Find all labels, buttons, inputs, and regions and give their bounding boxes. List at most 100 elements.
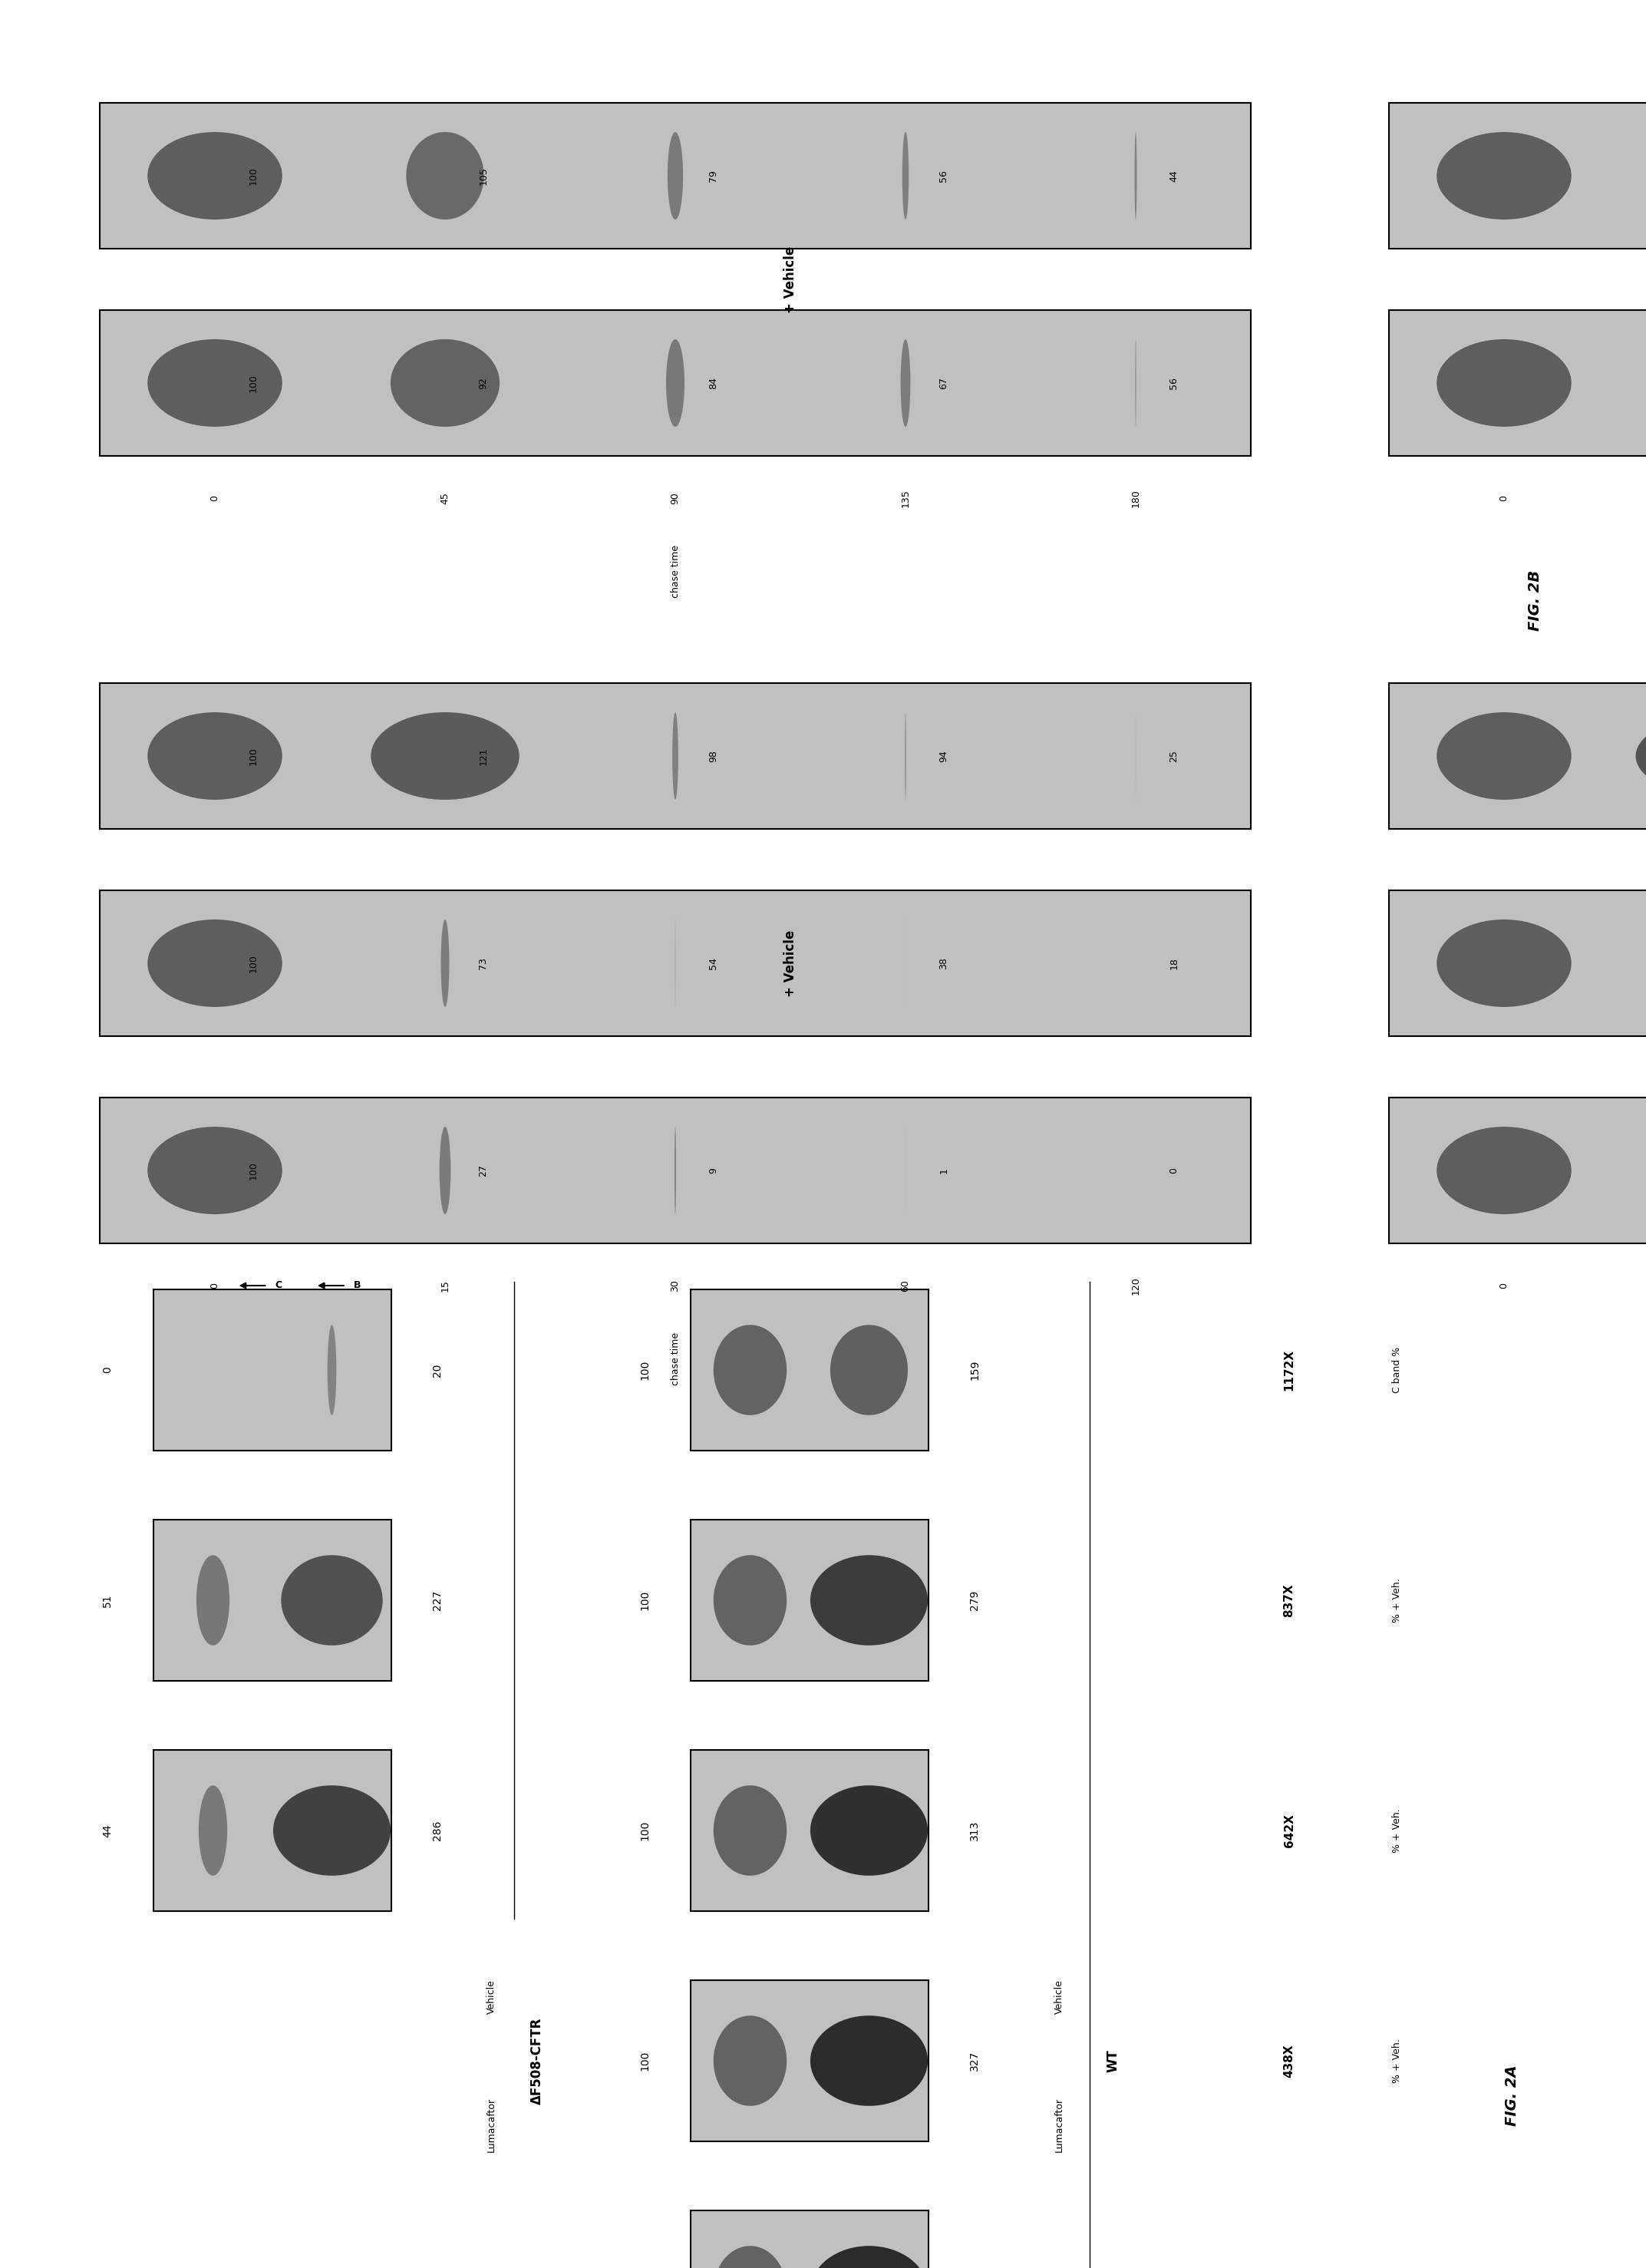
Bar	[100, 102, 1251, 249]
Text: 100: 100	[639, 2050, 650, 2071]
Text: 73: 73	[479, 957, 489, 968]
Text: 100: 100	[639, 1821, 650, 1842]
Ellipse shape	[667, 340, 685, 426]
Ellipse shape	[370, 712, 518, 801]
Text: 100: 100	[249, 746, 258, 764]
Text: 159: 159	[969, 1361, 979, 1381]
Text: 837X: 837X	[1284, 1583, 1295, 1617]
Ellipse shape	[830, 1325, 909, 1415]
Text: 27: 27	[479, 1163, 489, 1177]
Bar	[691, 1290, 928, 1452]
Ellipse shape	[199, 1785, 227, 1876]
Ellipse shape	[900, 340, 910, 426]
Text: 121: 121	[479, 746, 489, 764]
Ellipse shape	[810, 2245, 928, 2268]
Text: + Vehicle: + Vehicle	[783, 930, 797, 996]
Text: 1: 1	[938, 1168, 948, 1173]
Bar	[100, 683, 1251, 828]
Text: 0: 0	[1500, 1281, 1509, 1288]
Text: 100: 100	[639, 1361, 650, 1381]
Text: 0: 0	[102, 1368, 114, 1374]
Text: B: B	[354, 1281, 360, 1290]
Bar	[153, 1751, 392, 1912]
Text: 30: 30	[670, 1279, 680, 1293]
Text: chase time: chase time	[670, 1331, 680, 1386]
Ellipse shape	[441, 919, 449, 1007]
Text: 313: 313	[969, 1821, 979, 1842]
Text: C band %: C band %	[1391, 1347, 1402, 1393]
Text: Lumacaftor: Lumacaftor	[486, 2098, 495, 2152]
Text: 438X: 438X	[1284, 2043, 1295, 2077]
Ellipse shape	[810, 1556, 928, 1644]
Text: % + Veh.: % + Veh.	[1391, 2039, 1402, 2082]
Text: 44: 44	[1169, 170, 1179, 181]
Ellipse shape	[902, 132, 909, 220]
Ellipse shape	[810, 1785, 928, 1876]
Ellipse shape	[713, 1325, 787, 1415]
Text: 1172X: 1172X	[1284, 1349, 1295, 1390]
Text: 44: 44	[102, 1823, 114, 1837]
Text: C: C	[275, 1281, 281, 1290]
Text: chase time: chase time	[670, 544, 680, 596]
Text: WT: WT	[1106, 2050, 1119, 2073]
Bar	[153, 1520, 392, 1681]
Text: 0: 0	[1500, 494, 1509, 501]
Text: 286: 286	[431, 1821, 443, 1842]
Bar	[100, 311, 1251, 456]
Text: 56: 56	[1169, 376, 1179, 390]
Text: % + Veh.: % + Veh.	[1391, 1579, 1402, 1622]
Ellipse shape	[439, 1127, 451, 1213]
Bar	[1389, 891, 1646, 1036]
Bar	[691, 1520, 928, 1681]
Ellipse shape	[148, 712, 281, 801]
Text: 45: 45	[439, 492, 449, 503]
Text: 279: 279	[969, 1590, 979, 1610]
Text: 227: 227	[431, 1590, 443, 1610]
Bar	[691, 2211, 928, 2268]
Text: FIG. 2B: FIG. 2B	[1527, 569, 1542, 631]
Bar	[100, 891, 1251, 1036]
Text: 18: 18	[1169, 957, 1179, 968]
Text: 100: 100	[249, 955, 258, 973]
Ellipse shape	[713, 2016, 787, 2107]
Bar	[1389, 1098, 1646, 1243]
Text: 9: 9	[709, 1168, 719, 1173]
Text: 20: 20	[431, 1363, 443, 1377]
Ellipse shape	[148, 132, 281, 220]
Text: ΔF508-CFTR: ΔF508-CFTR	[530, 2016, 545, 2105]
Text: Lumacaftor: Lumacaftor	[1053, 2098, 1063, 2152]
Text: 84: 84	[709, 376, 719, 390]
Bar	[1389, 311, 1646, 456]
Ellipse shape	[713, 2245, 787, 2268]
Ellipse shape	[390, 340, 500, 426]
Bar	[100, 1098, 1251, 1243]
Bar	[691, 1751, 928, 1912]
Text: 100: 100	[249, 374, 258, 392]
Text: 56: 56	[938, 170, 948, 181]
Text: 54: 54	[709, 957, 719, 968]
Text: 135: 135	[900, 490, 910, 508]
Text: 100: 100	[639, 1590, 650, 1610]
Text: 92: 92	[479, 376, 489, 390]
Ellipse shape	[407, 132, 484, 220]
Text: Vehicle: Vehicle	[1053, 1980, 1063, 2014]
Text: 327: 327	[969, 2050, 979, 2071]
Ellipse shape	[328, 1325, 336, 1415]
Text: 0: 0	[211, 1281, 221, 1288]
Text: 67: 67	[938, 376, 948, 390]
Bar	[153, 1290, 392, 1452]
Ellipse shape	[148, 340, 281, 426]
Text: 15: 15	[439, 1279, 449, 1293]
Text: 120: 120	[1131, 1277, 1141, 1295]
Text: 100: 100	[249, 166, 258, 186]
Bar	[1389, 683, 1646, 828]
Ellipse shape	[196, 1556, 229, 1644]
Ellipse shape	[672, 712, 678, 801]
Text: 60: 60	[900, 1279, 910, 1293]
Text: 180: 180	[1131, 490, 1141, 508]
Ellipse shape	[273, 1785, 390, 1876]
Text: 0: 0	[211, 494, 221, 501]
Bar	[1389, 102, 1646, 249]
Ellipse shape	[1437, 712, 1572, 801]
Ellipse shape	[668, 132, 683, 220]
